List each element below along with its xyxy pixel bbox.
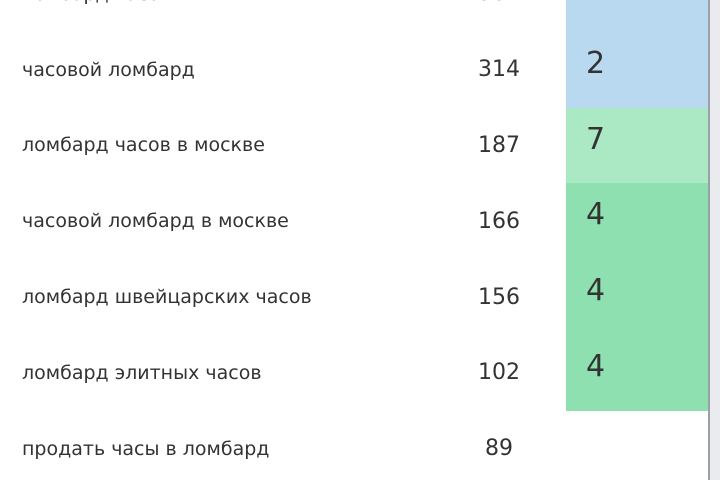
query-cell: часовой ломбард в москве [0, 183, 433, 261]
count-cell: 156 [432, 259, 567, 336]
rank-cell: 4 [566, 335, 710, 412]
count-cell: 102 [432, 335, 567, 412]
count-cell: 314 [432, 31, 567, 109]
rank-cell: 4 [566, 259, 710, 336]
rank-cell [566, 0, 710, 33]
query-cell: ломбард элитных часов [0, 335, 433, 412]
rank-cell: 2 [566, 31, 710, 109]
rank-cell [566, 410, 710, 480]
query-cell: ломбард швейцарских часов [0, 259, 433, 336]
count-cell: 166 [432, 183, 567, 261]
query-cell: продать часы в ломбард [0, 410, 433, 480]
query-cell: ломбард часов в москве [0, 107, 433, 185]
count-cell: 89 [432, 410, 567, 480]
count-cell: 367 [432, 0, 567, 33]
count-cell: 187 [432, 107, 567, 185]
rank-cell: 4 [566, 183, 710, 261]
rank-cell: 7 [566, 107, 710, 185]
query-cell: ломбард часов [0, 0, 433, 33]
query-cell: часовой ломбард [0, 31, 433, 109]
